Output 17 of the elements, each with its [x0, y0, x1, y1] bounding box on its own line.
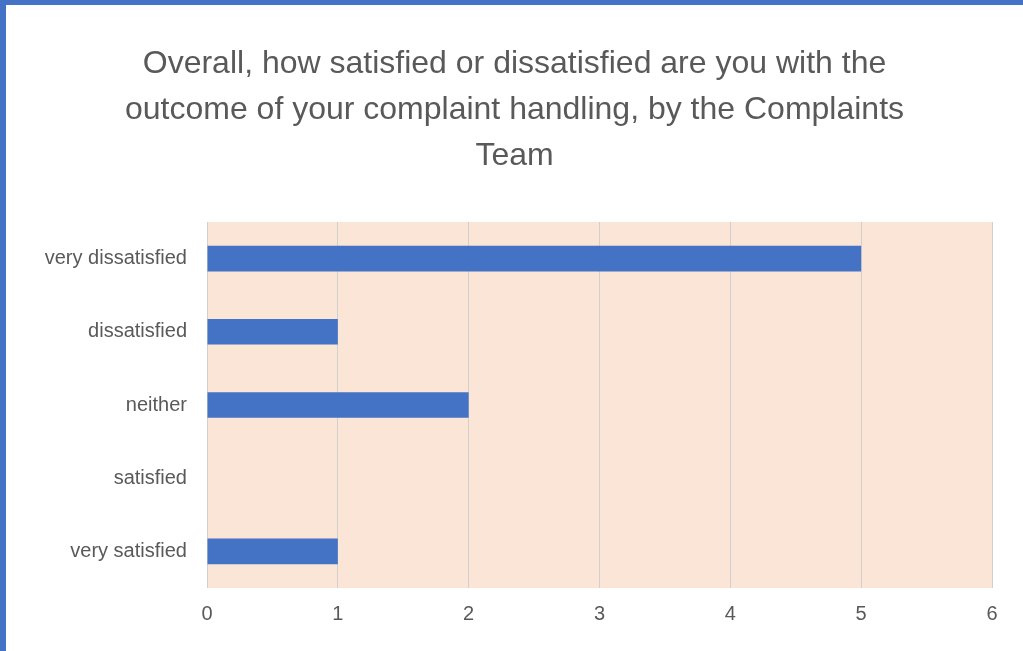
x-tick-label: 3: [593, 601, 606, 624]
y-tick-label: very dissatisfied: [44, 246, 187, 269]
y-tick-label: very satisfied: [70, 538, 187, 561]
y-tick-label: satisfied: [113, 465, 187, 488]
x-tick-label: 0: [201, 601, 213, 624]
x-tick-label: 4: [724, 601, 736, 624]
y-tick-label: neither: [125, 392, 188, 415]
bar: [207, 538, 338, 565]
bar: [207, 392, 469, 418]
bar: [207, 245, 862, 272]
chart-title: Overall, how satisfied or dissatisfied are you with the outcome of your complaint handling, by the Complaints Team: [123, 43, 906, 174]
x-tick-label: 1: [332, 601, 344, 624]
bar: [207, 318, 338, 345]
x-tick-label: 2: [463, 601, 475, 624]
x-tick-label: 6: [986, 601, 998, 624]
y-tick-label: dissatisfied: [88, 319, 187, 342]
x-tick-label: 5: [855, 601, 867, 624]
